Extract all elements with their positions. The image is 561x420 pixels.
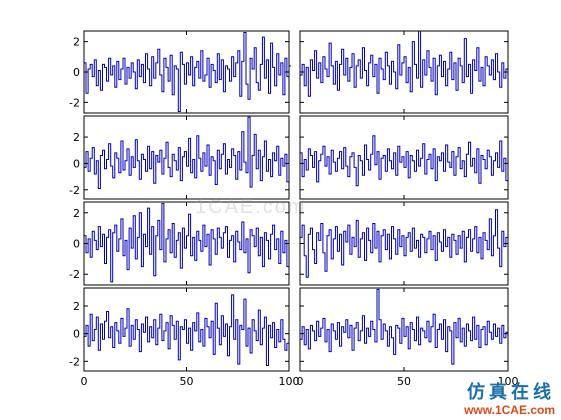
subplot-row-1-col-1: 2 0 -2 xyxy=(69,30,292,114)
subplot-row-3-col-2 xyxy=(299,201,509,286)
ytick-label-row-2-col-1-0: 2 xyxy=(73,131,80,144)
ytick-label-row-2-col-1-2: -2 xyxy=(69,184,80,197)
subplot-row-4-col-2: 0 50 100 xyxy=(297,287,519,388)
watermark-cn-text: 仿真在线 xyxy=(467,382,555,403)
ytick-label-row-3-col-1-2: -2 xyxy=(69,268,80,281)
subplot-row-2-col-2 xyxy=(299,115,509,200)
subplot-row-3-col-1: 2 0 -2 xyxy=(69,201,290,286)
ytick-label-row-4-col-1-1: 0 xyxy=(73,328,80,341)
ytick-label-row-1-col-1-0: 2 xyxy=(73,36,80,49)
ytick-label-row-4-col-1-2: -2 xyxy=(69,355,80,368)
xtick-label-row-4-col-2-0: 0 xyxy=(297,375,304,388)
ytick-label-row-1-col-1-1: 0 xyxy=(73,66,80,79)
series-line-row-2-col-1-0 xyxy=(84,116,289,189)
ytick-label-row-1-col-1-2: -2 xyxy=(69,96,80,109)
xtick-label-row-4-col-1-1: 50 xyxy=(180,375,194,388)
xtick-label-row-4-col-2-2: 100 xyxy=(498,375,519,388)
ytick-label-row-3-col-1-1: 0 xyxy=(73,238,80,251)
subplot-row-2-col-1: 2 0 -2 xyxy=(69,115,290,200)
series-line-row-1-col-1-0 xyxy=(84,32,292,112)
series-line-row-1-col-2-0 xyxy=(300,30,508,97)
series-line-row-2-col-2-0 xyxy=(300,135,508,187)
xtick-label-row-4-col-1-0: 0 xyxy=(81,375,88,388)
ytick-label-row-3-col-1-0: 2 xyxy=(73,207,80,220)
subplot-row-1-col-2 xyxy=(299,30,509,114)
watermark: 仿真在线 www.1CAE.com xyxy=(464,382,555,417)
xtick-label-row-4-col-2-1: 50 xyxy=(397,375,411,388)
xtick-label-row-4-col-1-2: 100 xyxy=(279,375,300,388)
watermark-url-text: www.1CAE.com xyxy=(464,403,555,417)
subplot-row-4-col-1: 20-20 50 100 xyxy=(69,287,300,388)
ytick-label-row-2-col-1-1: 0 xyxy=(73,157,80,170)
series-line-row-3-col-1-0 xyxy=(84,203,289,283)
watermark-center: 1CAE.com xyxy=(195,196,307,218)
series-line-row-4-col-2-0 xyxy=(300,288,508,365)
ytick-label-row-4-col-1-0: 2 xyxy=(73,300,80,313)
series-line-row-4-col-1-0 xyxy=(84,294,289,366)
series-line-row-3-col-2-0 xyxy=(300,209,508,278)
